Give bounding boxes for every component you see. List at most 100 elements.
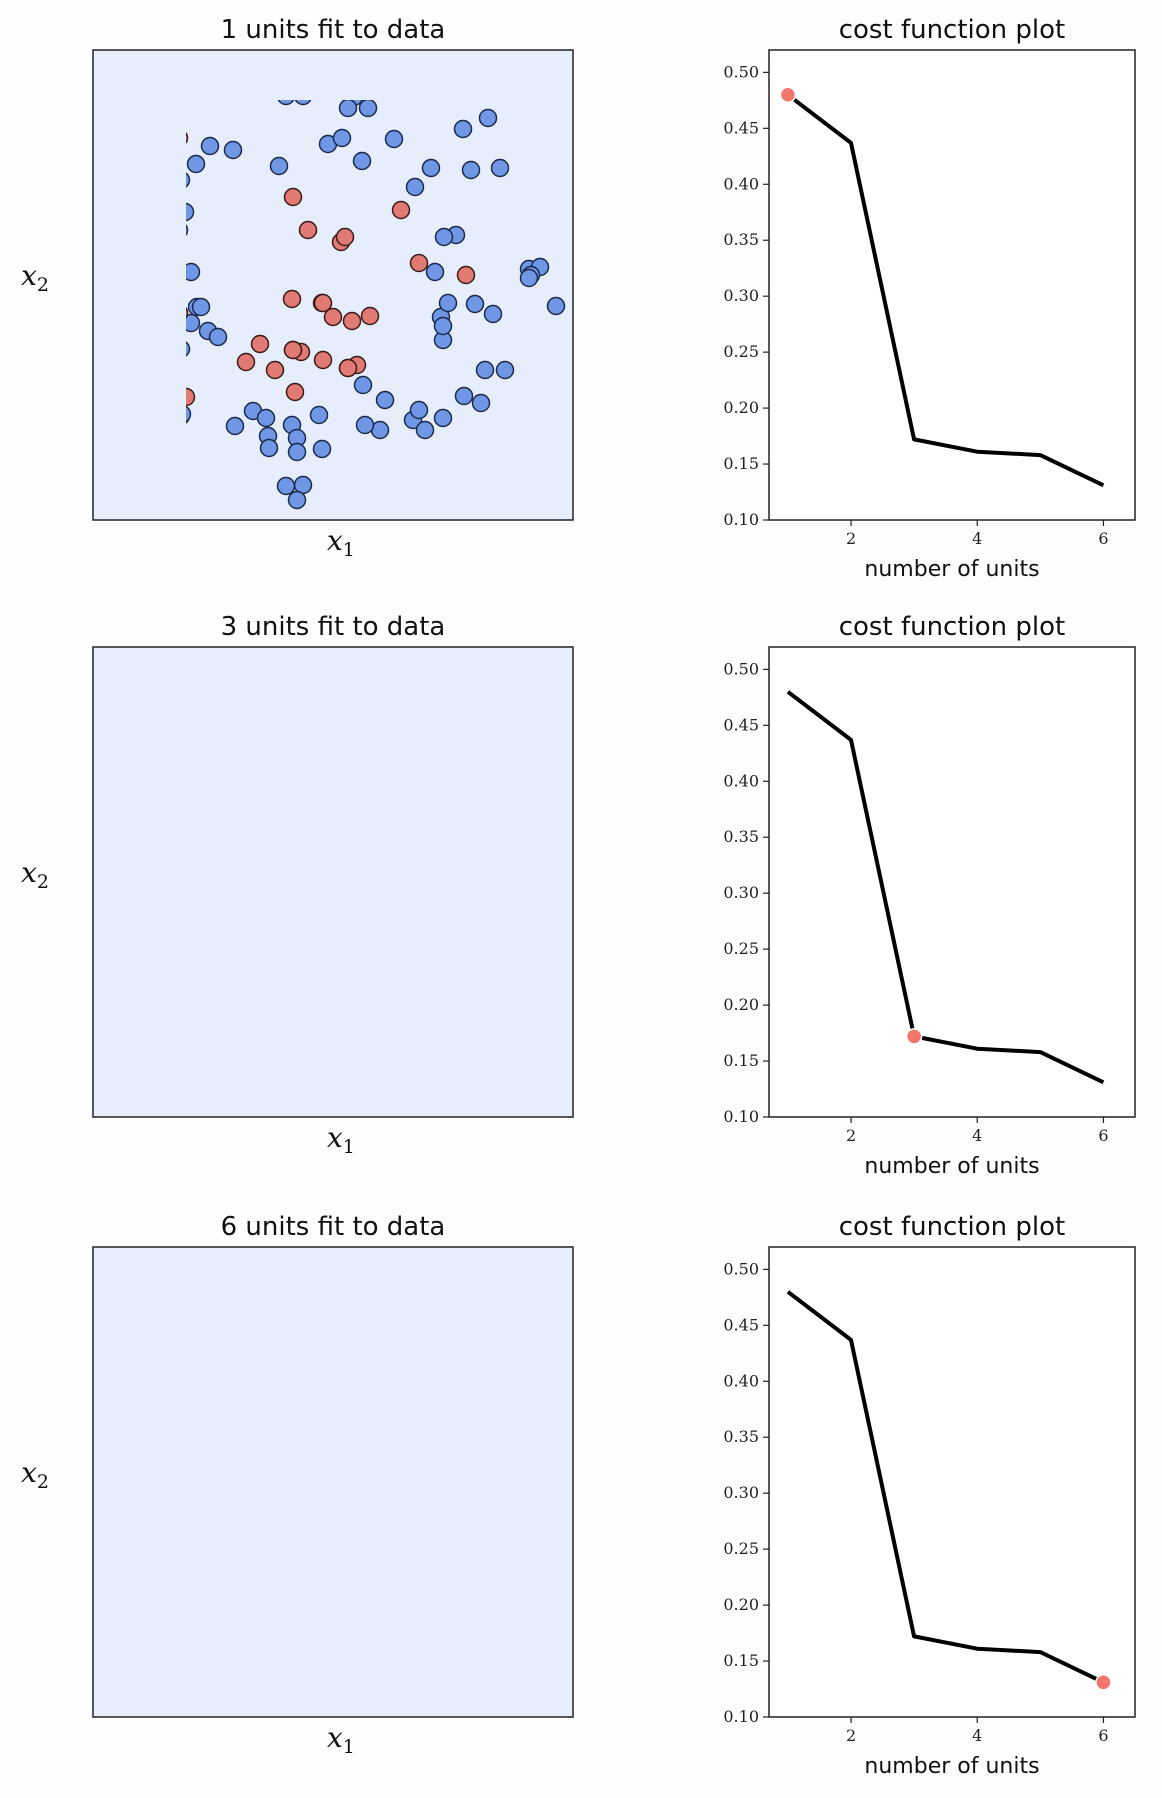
- class-a-point: [186, 341, 191, 357]
- class-a-point: [384, 129, 404, 149]
- y-tick-label: 0.30: [723, 286, 759, 305]
- class-a-point: [294, 100, 312, 106]
- class-a-point: [461, 160, 481, 180]
- cost-line: [786, 93, 1105, 488]
- cost-panel-1: cost function plot 0.10 0.15 0.20 0.25 0.30 0.…: [723, 15, 1136, 582]
- highlight-point: [779, 86, 797, 104]
- y-tick-label: 0.10: [723, 1707, 759, 1726]
- class-b-point: [236, 352, 256, 372]
- y-tick-label: 0.45: [723, 715, 759, 734]
- class-a-point: [434, 227, 454, 247]
- class-a-point: [186, 154, 206, 174]
- x-tick-label: 6: [1098, 1726, 1108, 1745]
- class-a-point: [475, 360, 495, 380]
- class-b-point: [298, 220, 318, 240]
- x-tick-label: 2: [846, 1126, 856, 1145]
- y-axis-label: x2: [21, 856, 49, 893]
- class-a-point: [186, 313, 201, 333]
- class-a-point: [519, 268, 539, 288]
- x-tick-label: 6: [1098, 1126, 1108, 1145]
- x-tick-label: 4: [972, 1726, 982, 1745]
- plot-frame: [92, 49, 574, 521]
- x-tick-label: 4: [972, 529, 982, 548]
- class-a-point: [276, 476, 296, 496]
- class-b-point: [265, 360, 285, 380]
- class-a-point: [269, 156, 289, 176]
- class-b-point: [409, 253, 429, 273]
- class-a-point: [208, 327, 228, 347]
- class-b-point: [186, 387, 196, 407]
- class-b-point: [283, 340, 303, 360]
- class-a-point: [405, 177, 425, 197]
- cost-title: cost function plot: [839, 1212, 1066, 1242]
- class-b-point: [186, 306, 189, 320]
- plot-frame: [92, 646, 574, 1118]
- class-a-region: [93, 50, 573, 520]
- cost-panel-3: cost function plot 0.10 0.15 0.20 0.25 0.30 0.…: [723, 1212, 1136, 1779]
- cost-x-label: number of units: [864, 1754, 1039, 1779]
- y-tick-label: 0.10: [723, 510, 759, 529]
- class-a-point: [433, 316, 453, 336]
- class-a-point: [353, 375, 373, 395]
- class-a-point: [490, 158, 510, 178]
- class-a-point: [186, 262, 201, 282]
- x-axis-label: x1: [327, 524, 355, 561]
- class-a-point: [200, 136, 220, 156]
- cost-panel-2: cost function plot 0.10 0.15 0.20 0.25 0.30 0.…: [723, 612, 1136, 1179]
- class-a-point: [332, 128, 352, 148]
- class-b-point: [283, 187, 303, 207]
- x-tick-label: 2: [846, 529, 856, 548]
- class-b-point: [323, 307, 343, 327]
- class-a-point: [438, 293, 458, 313]
- cost-line: [786, 1290, 1105, 1685]
- class-a-point: [259, 438, 279, 458]
- plot-frame: [92, 1246, 574, 1718]
- y-tick-label: 0.25: [723, 342, 759, 361]
- class-a-region: [93, 647, 573, 1117]
- x-axis-label: x1: [327, 1121, 355, 1158]
- class-b-point: [391, 200, 411, 220]
- class-a-point: [453, 119, 473, 139]
- y-tick-label: 0.20: [723, 995, 759, 1014]
- class-b-point: [313, 293, 333, 313]
- y-tick-label: 0.25: [723, 1539, 759, 1558]
- class-a-point: [465, 294, 485, 314]
- y-tick-label: 0.35: [723, 230, 759, 249]
- class-b-point: [360, 306, 380, 326]
- y-tick-label: 0.40: [723, 1371, 759, 1390]
- class-b-point: [456, 265, 476, 285]
- scatter-title: 1 units fit to data: [221, 15, 446, 45]
- class-b-point: [338, 358, 358, 378]
- class-a-point: [421, 158, 441, 178]
- scatter-panel-1: 1 units fit to data: [92, 15, 574, 521]
- class-a-point: [433, 408, 453, 428]
- class-a-point: [338, 100, 358, 118]
- class-a-point: [409, 400, 429, 420]
- class-a-point: [471, 393, 491, 413]
- cost-title: cost function plot: [839, 612, 1066, 642]
- class-b-point: [250, 334, 270, 354]
- y-axis-label: x2: [21, 259, 49, 296]
- y-tick-label: 0.50: [723, 62, 759, 81]
- class-a-point: [186, 172, 191, 188]
- class-a-point: [309, 405, 329, 425]
- class-a-point: [478, 108, 498, 128]
- plot-frame: [768, 49, 1136, 521]
- cost-x-label: number of units: [864, 557, 1039, 582]
- highlight-point: [1095, 1674, 1112, 1691]
- y-tick-label: 0.15: [723, 1051, 759, 1070]
- scatter-panel-2: 3 units fit to data: [92, 612, 574, 1118]
- class-a-point: [223, 140, 243, 160]
- y-tick-label: 0.15: [723, 454, 759, 473]
- class-a-point: [287, 442, 307, 462]
- y-tick-label: 0.15: [723, 1651, 759, 1670]
- cost-line: [786, 690, 1105, 1085]
- class-a-point: [483, 304, 503, 324]
- y-tick-label: 0.35: [723, 827, 759, 846]
- class-a-point: [256, 408, 276, 428]
- y-tick-label: 0.35: [723, 1427, 759, 1446]
- y-tick-label: 0.20: [723, 398, 759, 417]
- y-tick-label: 0.45: [723, 118, 759, 137]
- x-tick-label: 2: [846, 1726, 856, 1745]
